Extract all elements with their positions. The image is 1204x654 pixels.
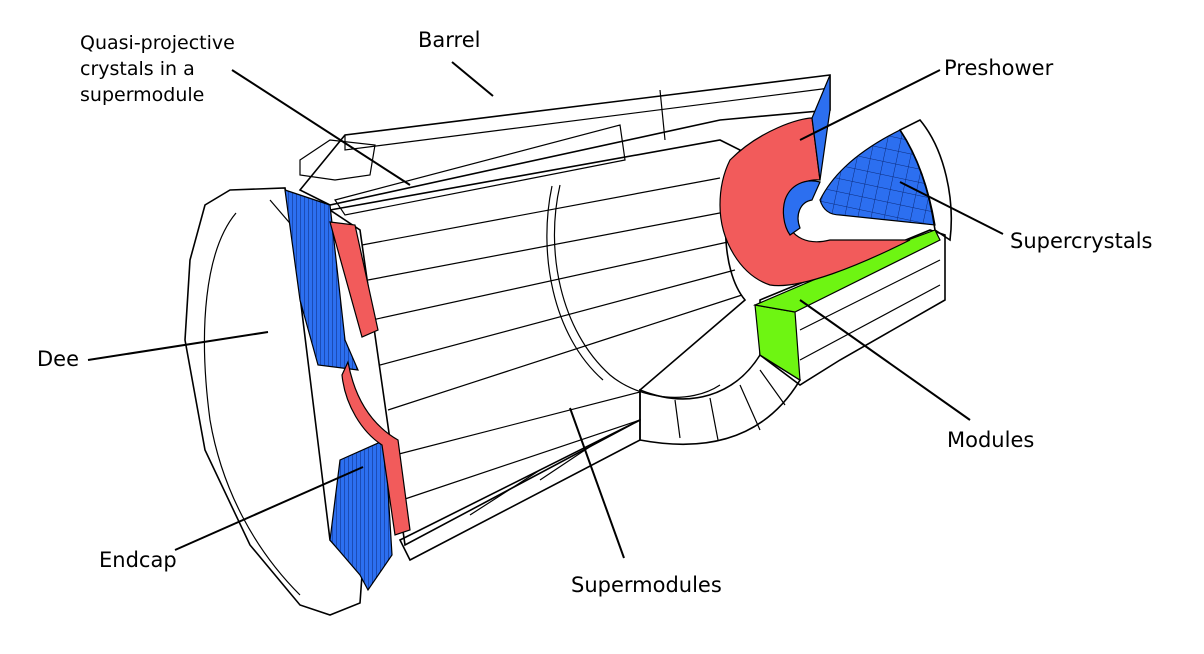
supercrystals-grid xyxy=(819,129,936,226)
supercrystals-label: Supercrystals xyxy=(1010,229,1153,253)
modules-label: Modules xyxy=(947,428,1035,452)
quasi-projective-line1: Quasi-projective xyxy=(80,32,235,54)
quasi-projective-line2: crystals in a xyxy=(80,58,195,80)
endcap-lower xyxy=(329,439,393,592)
preshower-label: Preshower xyxy=(944,56,1054,80)
quasi-projective-label: Quasi-projective crystals in a supermodu… xyxy=(80,30,235,108)
preshower-left xyxy=(329,221,379,338)
endcap-upper xyxy=(284,189,359,371)
barrel-label: Barrel xyxy=(418,28,481,52)
preshower-left-curve xyxy=(341,360,411,536)
callout-lines xyxy=(87,61,1004,559)
supermodules-label: Supermodules xyxy=(571,573,722,597)
endcap-label: Endcap xyxy=(99,548,177,572)
preshower-edge xyxy=(811,74,831,181)
dee-label: Dee xyxy=(37,347,80,371)
quasi-projective-line3: supermodule xyxy=(80,84,205,106)
crystal-band xyxy=(334,124,626,216)
